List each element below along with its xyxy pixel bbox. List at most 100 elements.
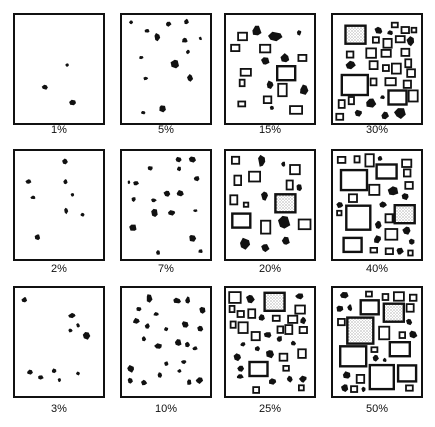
solid-spot — [181, 321, 189, 328]
outlined-spot — [347, 193, 358, 203]
solid-spot — [402, 226, 411, 235]
solid-spot — [128, 20, 134, 25]
outlined-spot — [384, 213, 394, 224]
large-patch — [263, 291, 286, 312]
outlined-spot — [398, 331, 406, 339]
outlined-spot — [369, 77, 378, 87]
outlined-spot — [229, 320, 237, 329]
panel: 40% — [331, 149, 423, 275]
outlined-spot — [297, 348, 307, 359]
panel-frame — [13, 13, 105, 125]
solid-spot — [68, 312, 76, 319]
panel: 2% — [13, 149, 105, 275]
solid-spot — [261, 191, 268, 201]
solid-spot — [281, 236, 290, 245]
solid-spot — [240, 342, 246, 347]
solid-spot — [387, 186, 399, 196]
panel-frame — [120, 286, 212, 398]
solid-spot — [336, 305, 344, 312]
large-patch — [339, 345, 368, 368]
outlined-spot — [394, 35, 406, 44]
solid-spot — [252, 25, 262, 36]
solid-spot — [263, 332, 272, 338]
outlined-spot — [370, 346, 379, 353]
outlined-spot — [381, 293, 390, 301]
outlined-spot — [368, 60, 379, 71]
outlined-spot — [369, 246, 378, 254]
outlined-spot — [335, 112, 345, 121]
panel: 5% — [120, 13, 212, 136]
panel: 1% — [13, 13, 105, 136]
outlined-spot — [262, 95, 273, 105]
solid-spot — [187, 74, 194, 82]
outlined-spot — [384, 77, 397, 87]
panel-frame — [13, 149, 105, 261]
solid-spot — [141, 379, 148, 386]
solid-spot — [136, 307, 142, 312]
panel-label: 15% — [259, 124, 281, 136]
outlined-spot — [400, 26, 410, 34]
solid-spot — [236, 374, 244, 379]
solid-spot — [133, 317, 140, 324]
solid-spot — [198, 249, 203, 253]
outlined-spot — [390, 62, 402, 75]
outlined-spot — [259, 43, 272, 54]
solid-spot — [143, 76, 149, 81]
solid-spot — [163, 190, 171, 197]
panel-frame — [120, 149, 212, 261]
panel: 30% — [331, 13, 423, 136]
solid-spot — [80, 212, 85, 217]
outlined-spot — [239, 68, 252, 77]
large-patch — [231, 212, 252, 229]
solid-spot — [396, 247, 404, 255]
solid-spot — [38, 375, 44, 380]
solid-spot — [129, 224, 137, 231]
outlined-spot — [336, 155, 347, 164]
panel-label: 10% — [155, 403, 177, 415]
large-patch — [388, 341, 411, 358]
solid-spot — [258, 314, 265, 321]
solid-spot — [281, 161, 286, 167]
outlined-spot — [378, 325, 391, 341]
solid-spot — [336, 202, 344, 208]
solid-spot — [141, 111, 146, 115]
outlined-spot — [271, 314, 281, 322]
solid-spot — [261, 57, 270, 65]
outlined-spot — [230, 155, 241, 165]
solid-spot — [199, 306, 206, 314]
outlined-spot — [298, 325, 308, 334]
outlined-spot — [277, 82, 288, 98]
solid-spot — [157, 372, 163, 378]
solid-spot — [30, 195, 36, 200]
solid-spot — [62, 158, 68, 165]
solid-spot — [170, 59, 179, 69]
large-patch — [342, 236, 363, 254]
solid-spot — [51, 368, 57, 374]
solid-spot — [193, 209, 198, 213]
solid-spot — [25, 179, 32, 184]
solid-spot — [295, 293, 304, 300]
outlined-spot — [297, 218, 312, 231]
solid-spot — [151, 208, 158, 217]
solid-spot — [237, 365, 245, 372]
solid-spot — [177, 166, 181, 172]
outlined-spot — [380, 49, 392, 58]
solid-spot — [269, 105, 274, 110]
panel-label: 25% — [259, 403, 281, 415]
outlined-spot — [242, 201, 250, 208]
solid-spot — [341, 384, 349, 392]
large-patch — [340, 73, 369, 97]
panel-label: 5% — [158, 124, 174, 136]
solid-spot — [181, 360, 187, 365]
panel-frame — [224, 149, 316, 261]
outlined-spot — [404, 181, 414, 190]
solid-spot — [133, 181, 139, 186]
outlined-spot — [347, 96, 355, 106]
large-patch — [345, 204, 372, 231]
solid-spot — [127, 377, 133, 384]
solid-spot — [342, 371, 351, 379]
solid-spot — [374, 26, 383, 34]
outlined-spot — [355, 373, 366, 384]
solid-spot — [408, 238, 415, 245]
solid-spot — [382, 357, 387, 362]
